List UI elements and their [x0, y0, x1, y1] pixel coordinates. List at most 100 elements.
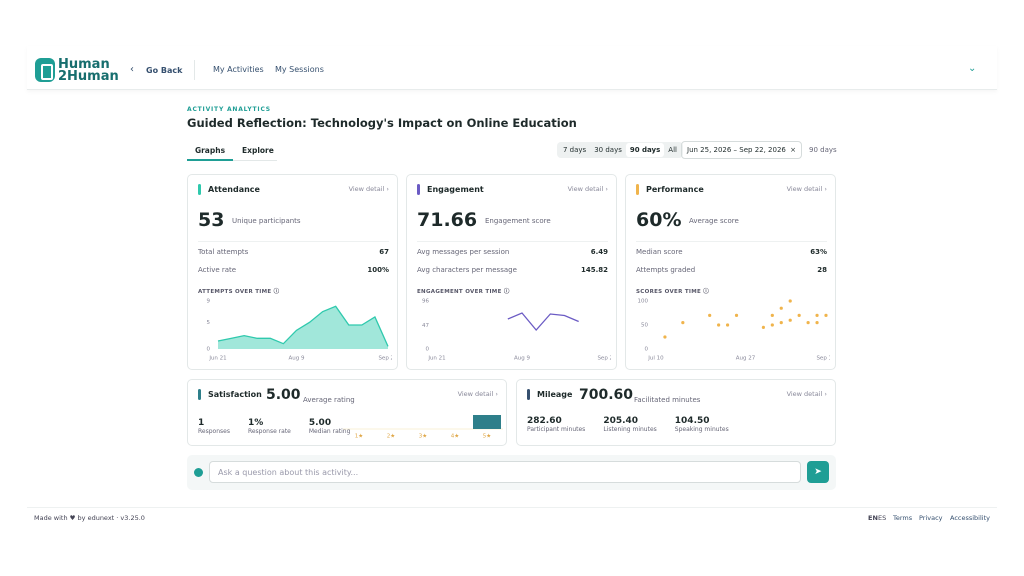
- footer-link[interactable]: Terms: [893, 514, 913, 522]
- point: [770, 323, 774, 327]
- send-button[interactable]: ➤: [807, 461, 829, 483]
- view-detail[interactable]: View detail ›: [567, 185, 608, 193]
- footer-link[interactable]: Privacy: [919, 514, 943, 522]
- stat-row: Avg messages per session 6.49: [417, 241, 608, 256]
- lang[interactable]: EN: [868, 514, 878, 522]
- point: [797, 313, 801, 317]
- chat-icon: [194, 468, 203, 477]
- chart-label: SCORES OVER TIME ⓘ: [636, 289, 710, 295]
- view-detail[interactable]: View detail ›: [348, 185, 389, 193]
- x-tick-label: 5★: [483, 434, 491, 440]
- stat: 282.60 Participant minutes: [527, 416, 585, 433]
- stat: 5.00 Median rating: [309, 418, 351, 435]
- stat-value: 104.50: [674, 416, 710, 426]
- stat-label: Speaking minutes: [674, 426, 729, 433]
- stats: 1 Responses 1% Response rate 5.00 Median rati…: [198, 418, 350, 435]
- point: [806, 321, 810, 325]
- x-tick-label: Jun 21: [427, 356, 445, 362]
- x-tick-label: Sep 17: [816, 356, 830, 362]
- brand: Human 2Human: [58, 58, 119, 84]
- point: [815, 321, 819, 325]
- point: [779, 306, 783, 310]
- stat: 104.50 Speaking minutes: [675, 416, 729, 433]
- big-value: 53: [198, 209, 225, 231]
- logo-icon: [35, 58, 55, 82]
- point: [824, 313, 828, 317]
- stat-row: Active rate 100%: [198, 260, 389, 274]
- y-tick-label: 0: [426, 347, 430, 353]
- tab[interactable]: Explore: [242, 146, 274, 155]
- header: [27, 46, 997, 90]
- mini-chart: 0 50 100 Jul 10 Aug 27 Sep 17: [638, 299, 831, 362]
- back-icon[interactable]: ‹: [130, 64, 134, 75]
- x-tick-label: Sep 20: [378, 356, 392, 362]
- tab[interactable]: Graphs: [187, 146, 233, 161]
- stat-value: 100%: [367, 266, 389, 274]
- stat: 1% Response rate: [248, 418, 291, 435]
- x-tick-label: 1★: [355, 434, 363, 440]
- point: [725, 323, 730, 327]
- range-option[interactable]: 7 days: [563, 146, 587, 154]
- x-tick-label: Aug 9: [288, 356, 304, 362]
- view-detail[interactable]: View detail ›: [786, 185, 827, 193]
- x-tick-label: 3★: [419, 434, 427, 440]
- rating-chart: 1★ 2★ 3★ 4★ 5★: [343, 415, 503, 440]
- card-title: Satisfaction: [198, 389, 262, 400]
- nav-link[interactable]: My Activities: [213, 65, 264, 74]
- stat-label: Active rate: [198, 266, 237, 274]
- stat: 205.40 Listening minutes: [603, 416, 656, 433]
- view-detail[interactable]: View detail ›: [786, 390, 827, 398]
- range-option[interactable]: All: [668, 146, 677, 154]
- value-label: Facilitated minutes: [634, 396, 701, 404]
- nav-link[interactable]: My Sessions: [275, 65, 324, 74]
- back-link[interactable]: Go Back: [146, 66, 183, 75]
- point: [770, 313, 774, 317]
- stat-label: Median rating: [308, 428, 351, 435]
- value-label: Average score: [689, 217, 739, 225]
- point: [779, 321, 783, 325]
- mini-chart: 0 47 96 Jun 21 Aug 9 Sep 20: [422, 299, 611, 362]
- area-line: [217, 305, 389, 347]
- x-tick-label: 4★: [451, 434, 459, 440]
- big-value: 5.00: [266, 387, 301, 403]
- chat-input[interactable]: Ask a question about this activity...: [209, 461, 801, 483]
- date-picker[interactable]: Jun 25, 2026 – Sep 22, 2026 ×: [681, 141, 802, 159]
- card-title: Performance: [636, 184, 704, 195]
- point: [681, 321, 685, 325]
- stat-label: Attempts graded: [636, 266, 696, 274]
- clear-button[interactable]: ×: [790, 146, 796, 154]
- menu-chevron[interactable]: ⌄: [968, 63, 977, 74]
- stat-label: Avg characters per message: [417, 266, 517, 274]
- y-tick-label: 47: [422, 323, 429, 329]
- page-title: Guided Reflection: Technology's Impact o…: [187, 116, 577, 130]
- y-tick-label: 0: [645, 347, 649, 353]
- card-title: Attendance: [198, 184, 260, 195]
- stat-label: Participant minutes: [527, 426, 586, 433]
- footer-link[interactable]: Accessibility: [950, 514, 990, 522]
- brand-line: 2Human: [58, 69, 119, 84]
- range-label: 90 days: [809, 146, 837, 154]
- range-option[interactable]: 90 days: [625, 143, 665, 157]
- view-detail[interactable]: View detail ›: [457, 390, 498, 398]
- range-option[interactable]: 30 days: [594, 146, 622, 154]
- metric-card: Attendance View detail › 53 Unique particip…: [187, 174, 398, 370]
- footer-line: [27, 507, 997, 508]
- stat-label: Avg messages per session: [417, 248, 510, 256]
- chart-label: ATTEMPTS OVER TIME ⓘ: [198, 289, 280, 295]
- stat-label: Responses: [198, 428, 230, 435]
- stats: 282.60 Participant minutes 205.40 Listening…: [527, 416, 729, 433]
- value-label: Average rating: [303, 396, 355, 404]
- eyebrow: ACTIVITY ANALYTICS: [187, 106, 271, 113]
- y-tick-label: 100: [638, 299, 649, 305]
- line: [508, 310, 607, 330]
- y-tick-label: 9: [207, 299, 211, 305]
- x-tick-label: Aug 9: [514, 356, 530, 362]
- mini-chart: 0 5 9 Jun 21 Aug 9 Sep 20: [207, 299, 393, 362]
- point: [815, 313, 819, 317]
- x-tick-label: Sep 20: [597, 356, 611, 362]
- stat-row: Avg characters per message 145.82: [417, 260, 608, 274]
- lang[interactable]: ES: [878, 514, 887, 522]
- point: [663, 335, 667, 339]
- date-text: Jun 25, 2026 – Sep 22, 2026: [687, 146, 786, 154]
